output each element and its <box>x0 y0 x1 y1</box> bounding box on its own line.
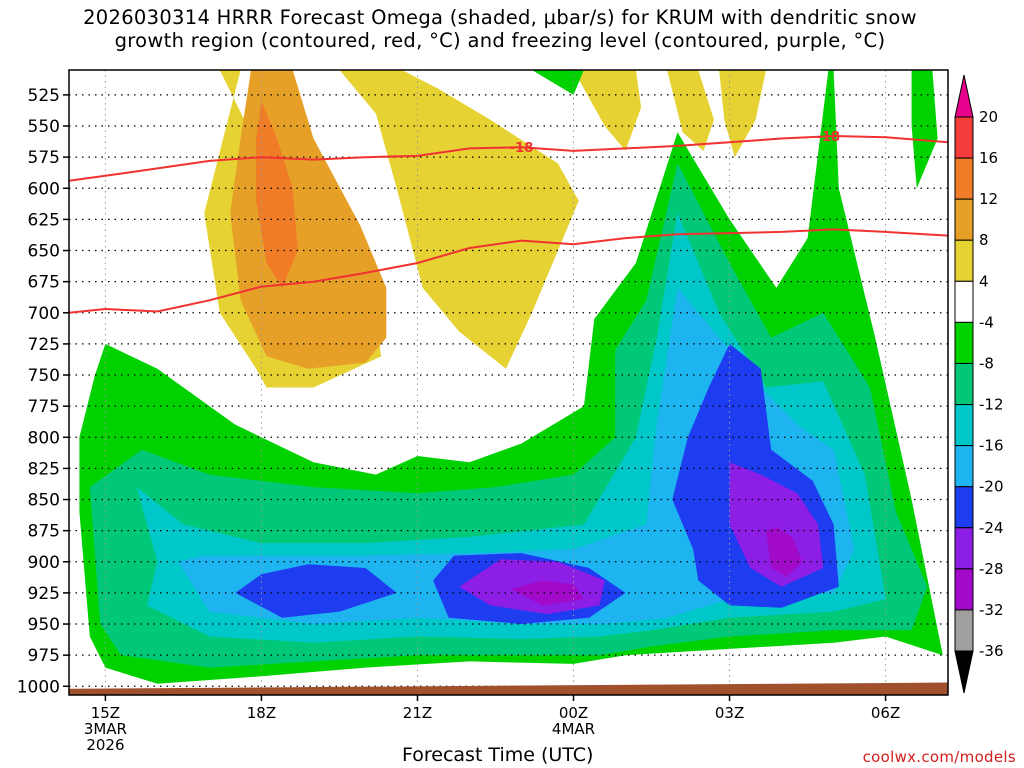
omega-region-4b <box>667 70 714 151</box>
colorbar-swatch <box>954 239 974 282</box>
credit-link[interactable]: coolwx.com/models <box>862 748 1016 766</box>
omega-region--28b <box>766 526 803 577</box>
omega-region--16 <box>178 287 855 624</box>
terrain-ground <box>69 682 948 695</box>
x-tick-label: 06Z <box>871 704 900 722</box>
x-axis-label: Forecast Time (UTC) <box>402 744 594 766</box>
x-tick-label: 03Z <box>715 704 744 722</box>
colorbar-swatch <box>954 198 974 241</box>
plot-frame <box>68 69 949 696</box>
colorbar-tick-label: 4 <box>979 272 989 290</box>
y-tick-label: 525 <box>28 86 60 106</box>
omega-shading <box>79 70 943 684</box>
colorbar-tick-label: -4 <box>979 313 994 331</box>
y-tick-label: 550 <box>28 117 60 137</box>
y-tick-label: 775 <box>28 397 60 417</box>
chart-title-line1: 2026030314 HRRR Forecast Omega (shaded, … <box>83 6 917 29</box>
colorbar-swatch <box>954 280 974 323</box>
y-tick-label: 950 <box>28 615 60 635</box>
colorbar-tick-label: -28 <box>979 560 1004 578</box>
x-tick-label: 21Z <box>403 704 432 722</box>
y-tick-label: 700 <box>28 304 60 324</box>
colorbar-tick-label: 12 <box>979 190 998 208</box>
colorbar-tick-label: -32 <box>979 601 1004 619</box>
x-tick-label: 2026 <box>86 736 124 754</box>
y-axis: 525 550 575 600 625 650 675 700 725 750 775 800 825 8… <box>17 86 69 697</box>
omega-region--4c <box>911 70 938 189</box>
colorbar-tick-label: -8 <box>979 354 994 372</box>
colorbar-swatch <box>954 568 974 611</box>
colorbar-swatch <box>954 362 974 406</box>
y-tick-label: 575 <box>28 148 60 168</box>
y-tick-label: 825 <box>28 459 60 479</box>
colorbar-tick-label: -36 <box>979 642 1004 660</box>
colorbar-tick-label: 16 <box>979 149 998 167</box>
colorbar-swatch <box>954 486 974 529</box>
y-tick-label: 975 <box>28 646 60 666</box>
y-tick-label: 750 <box>28 366 60 386</box>
colorbar: 20 16 12 8 4 -4 -8 -12 -16 -20 -24 -28 -32 -36 <box>954 74 1004 694</box>
dgz-contour-0 <box>69 134 948 182</box>
y-tick-label: 1000 <box>17 677 60 697</box>
colorbar-top-arrow <box>954 74 974 118</box>
colorbar-tick-label: -24 <box>979 519 1004 537</box>
colorbar-swatch <box>954 157 974 200</box>
y-tick-label: 650 <box>28 242 60 262</box>
y-tick-label: 600 <box>28 179 60 199</box>
colorbar-tick-label: -20 <box>979 478 1004 496</box>
colorbar-swatch <box>954 321 974 364</box>
y-tick-label: 625 <box>28 210 60 230</box>
chart-title-line2: growth region (contoured, red, °C) and f… <box>114 29 886 52</box>
omega-region-4c <box>719 70 766 158</box>
dgz-contours: -18 -18 <box>69 130 948 314</box>
colorbar-tick-label: -16 <box>979 437 1004 455</box>
y-tick-label: 875 <box>28 522 60 542</box>
x-tick-label: 00Z <box>559 704 588 722</box>
colorbar-swatch <box>954 116 974 159</box>
colorbar-swatch <box>954 527 974 570</box>
y-tick-label: 800 <box>28 428 60 448</box>
colorbar-tick-label: 8 <box>979 231 989 249</box>
x-tick-label: 18Z <box>247 704 276 722</box>
dgz-contour-1 <box>69 228 948 314</box>
omega-region--28 <box>511 580 584 606</box>
y-tick-label: 725 <box>28 335 60 355</box>
y-tick-label: 850 <box>28 491 60 511</box>
terrain <box>69 682 948 695</box>
y-tick-label: 925 <box>28 584 60 604</box>
omega-region--4b <box>531 70 584 95</box>
y-tick-label: 675 <box>28 273 60 293</box>
colorbar-tick-label: 20 <box>979 108 998 126</box>
x-tick-label: 3MAR <box>84 720 127 738</box>
y-tick-label: 900 <box>28 553 60 573</box>
omega-region--20 <box>235 564 397 618</box>
chart-title: 2026030314 HRRR Forecast Omega (shaded, … <box>0 6 1000 52</box>
colorbar-bottom-arrow <box>954 650 974 694</box>
x-tick-label: 15Z <box>91 704 120 722</box>
colorbar-swatch <box>954 404 974 447</box>
dgz-contour-label: -18 <box>510 141 534 156</box>
omega-region-12 <box>256 101 298 288</box>
dgz-contour-label: -18 <box>817 130 841 145</box>
colorbar-swatch <box>954 445 974 488</box>
colorbar-swatch <box>954 609 974 652</box>
x-tick-label: 4MAR <box>552 720 595 738</box>
colorbar-tick-label: -12 <box>979 396 1004 414</box>
